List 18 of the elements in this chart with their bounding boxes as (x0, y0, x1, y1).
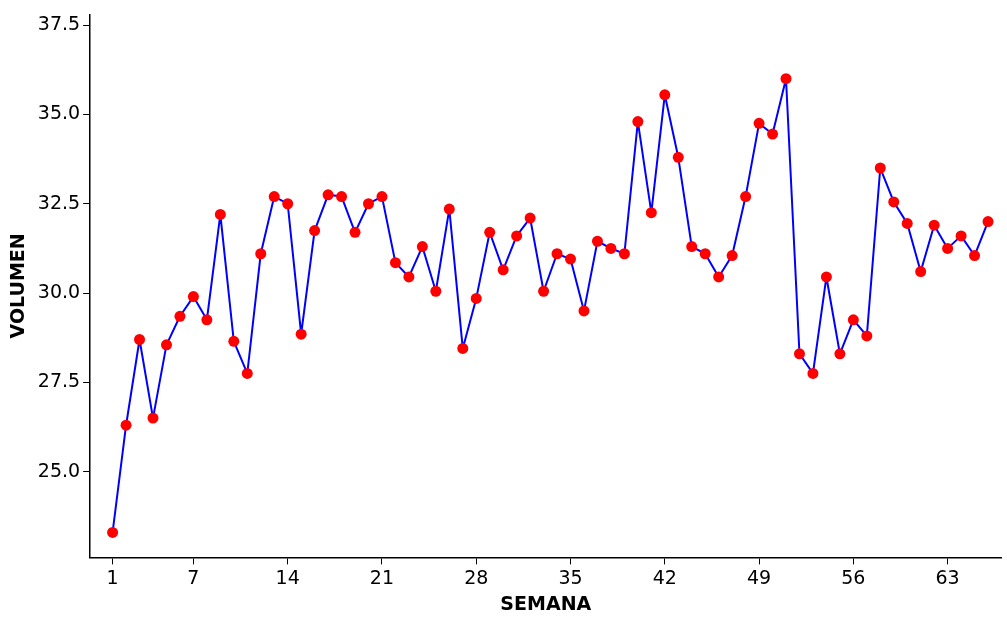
x-tick-label: 49 (746, 565, 772, 588)
y-tick-label: 37.5 (37, 12, 81, 35)
x-tick-label: 35 (558, 565, 583, 588)
x-tick-label: 63 (935, 565, 960, 588)
y-tick-label: 25.0 (37, 458, 81, 481)
x-tick-label: 7 (187, 565, 200, 588)
y-tick-label: 30.0 (37, 279, 81, 302)
y-tick-label: 27.5 (37, 369, 81, 392)
y-axis-title: VOLUMEN (6, 233, 29, 339)
x-tick-label: 56 (841, 565, 866, 588)
y-tick-label: 32.5 (37, 190, 81, 213)
x-axis-title: SEMANA (500, 591, 592, 614)
x-tick-label: 28 (464, 565, 489, 588)
x-tick-label: 14 (275, 565, 300, 588)
x-tick-label: 21 (369, 565, 395, 588)
y-tick-label: 35.0 (37, 101, 81, 124)
x-tick-label: 42 (652, 565, 677, 588)
x-tick-label: 1 (106, 565, 119, 588)
